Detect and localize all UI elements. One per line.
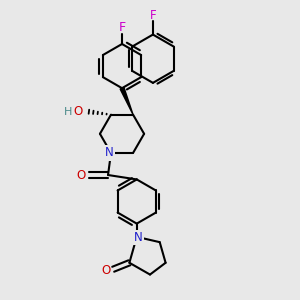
Polygon shape bbox=[120, 87, 133, 115]
Text: F: F bbox=[118, 21, 126, 34]
Text: O: O bbox=[76, 169, 85, 182]
Text: O: O bbox=[73, 105, 82, 118]
Text: N: N bbox=[105, 146, 114, 159]
Text: F: F bbox=[150, 9, 156, 22]
Text: N: N bbox=[134, 231, 142, 244]
Text: O: O bbox=[101, 264, 110, 277]
Text: H: H bbox=[64, 107, 72, 117]
